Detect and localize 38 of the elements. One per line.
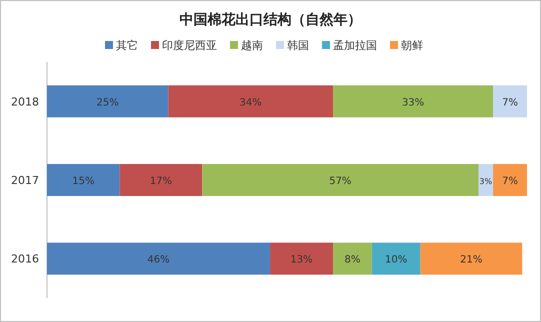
bar (47, 85, 168, 118)
bar (270, 242, 334, 275)
legend-label: 孟加拉国 (333, 39, 377, 52)
bar (493, 85, 527, 118)
data-label: 13% (290, 254, 313, 266)
data-label: 57% (329, 176, 352, 187)
chart-title: 中国棉花出口结构（自然年） (180, 12, 362, 28)
bar (478, 164, 494, 196)
data-label: 46% (147, 254, 170, 266)
data-label: 25% (96, 97, 119, 108)
data-label: 8% (344, 254, 360, 266)
legend-label: 印度尼西亚 (162, 39, 217, 52)
data-label: 7% (502, 97, 518, 108)
bar (47, 242, 270, 275)
data-label: 21% (460, 254, 482, 266)
bar (372, 242, 420, 275)
data-label: 17% (150, 176, 172, 187)
legend-label: 其它 (116, 39, 138, 52)
data-label: 15% (72, 176, 94, 187)
bar (168, 85, 334, 118)
data-label: 33% (402, 97, 424, 108)
data-label: 34% (240, 97, 262, 108)
bar (47, 164, 120, 196)
legend-label: 朝鲜 (401, 39, 423, 52)
legend-label: 韩国 (287, 39, 309, 52)
bar (420, 242, 522, 275)
y-tick-label: 2018 (11, 95, 39, 108)
y-tick-label: 2016 (11, 252, 39, 266)
bar (333, 85, 494, 118)
y-tick-label: 2017 (11, 174, 39, 187)
bar (493, 164, 527, 196)
data-label: 7% (502, 176, 518, 187)
bar (333, 242, 372, 275)
data-label: 10% (384, 254, 408, 266)
legend-label: 越南 (241, 39, 263, 52)
bar (202, 164, 479, 196)
data-label: 3% (479, 177, 493, 186)
bar (120, 164, 202, 196)
